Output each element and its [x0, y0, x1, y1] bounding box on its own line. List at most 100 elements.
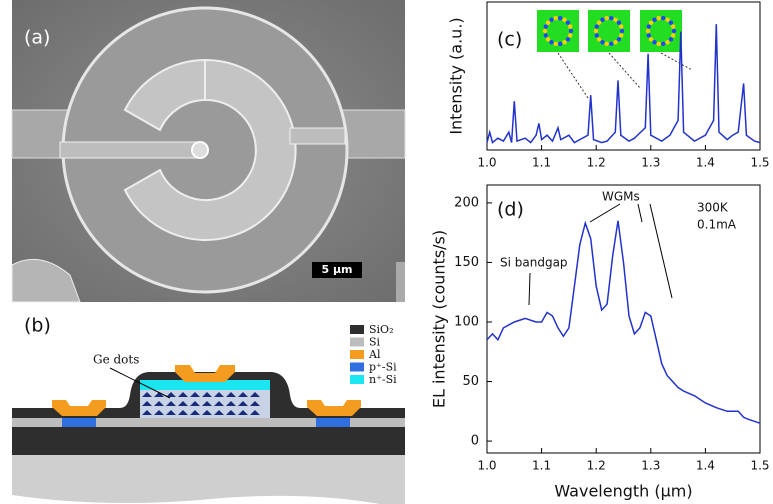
mode-dot	[553, 41, 558, 47]
mode-dot	[665, 40, 670, 45]
x-tick-label: 1.3	[641, 156, 660, 170]
mode-dot	[549, 17, 554, 22]
annotation-arrow	[637, 203, 643, 223]
y-tick-label: 100	[454, 314, 479, 329]
mode-dot	[668, 37, 674, 42]
legend-swatch	[350, 375, 364, 384]
inset-pointer	[608, 52, 641, 89]
spectrum-line	[486, 24, 761, 144]
annotation-arrow	[528, 272, 531, 306]
legend-swatch	[350, 362, 364, 372]
mode-dot	[648, 20, 654, 25]
mode-dot	[593, 28, 599, 34]
mode-dot	[568, 33, 573, 38]
mode-dot	[558, 41, 563, 47]
mode-dot	[652, 40, 657, 45]
mode-dot	[543, 33, 548, 38]
mode-dot	[619, 33, 624, 38]
mode-dot	[661, 15, 666, 21]
x-tick-label: 1.3	[641, 459, 660, 473]
sem-image	[11, 0, 406, 303]
y-tick-label: 150	[454, 255, 479, 270]
x-tick-label: 1.4	[696, 459, 715, 473]
annotation-arrow	[649, 203, 673, 299]
mode-dot	[562, 17, 567, 22]
mode-dot	[648, 37, 654, 42]
plot-frame	[486, 1, 761, 151]
panel-label: (b)	[24, 315, 51, 337]
mode-dot	[545, 20, 551, 25]
x-tick-label: 1.2	[587, 459, 606, 473]
panel-label: (c)	[497, 29, 522, 51]
mode-dot	[616, 37, 622, 42]
mode-dot	[568, 28, 574, 34]
annotation: 300K	[697, 201, 729, 215]
mode-dot	[656, 41, 661, 47]
mode-dot	[671, 28, 677, 34]
scale-bar: 5 μm	[321, 263, 352, 276]
mode-dot	[665, 17, 670, 22]
mode-dot	[646, 24, 651, 29]
spectrum-line	[486, 220, 761, 424]
mode-dot	[549, 40, 554, 45]
x-tick-label: 1.5	[750, 459, 769, 473]
mode-dot	[600, 40, 605, 45]
mode-dot	[543, 24, 548, 29]
mode-dot	[542, 28, 548, 34]
legend-label: SiO₂	[369, 323, 393, 336]
mode-dot	[565, 20, 571, 25]
mode-dot	[671, 24, 676, 29]
mode-dot	[616, 20, 622, 25]
mode-dot	[594, 24, 599, 29]
x-tick-label: 1.0	[477, 156, 496, 170]
mode-dot	[604, 41, 609, 47]
mode-dot	[596, 37, 602, 42]
mode-dot	[646, 33, 651, 38]
mode-dot	[558, 15, 563, 21]
legend-swatch	[350, 350, 364, 359]
y-axis-label: EL intensity (counts/s)	[430, 230, 449, 408]
mode-dot	[596, 20, 602, 25]
legend-label: Al	[368, 348, 381, 361]
charts: 1.0 1.1 1.2 1.3 1.4 1.5 (c) Intensity (a.u.) 1.0…	[430, 1, 770, 501]
annotation: 0.1mA	[697, 218, 737, 232]
mode-dot	[619, 24, 624, 29]
y-tick-label: 0	[471, 434, 479, 449]
panel-label: (a)	[24, 27, 50, 49]
y-tick-label: 50	[462, 374, 479, 389]
x-axis-label: Wavelength (μm)	[554, 482, 692, 501]
legend-label: p⁺-Si	[369, 361, 397, 374]
mode-dot	[600, 17, 605, 22]
x-tick-label: 1.2	[587, 156, 606, 170]
y-tick-label: 200	[454, 195, 479, 210]
inset-pointer	[557, 52, 589, 99]
mode-dot	[568, 24, 573, 29]
device-schematic	[12, 365, 405, 504]
mode-dot	[613, 17, 618, 22]
legend-swatch	[350, 325, 364, 334]
annotation: Ge dots	[93, 353, 139, 367]
x-tick-label: 1.4	[696, 156, 715, 170]
y-axis-label: Intensity (a.u.)	[447, 17, 466, 134]
mode-dot	[545, 37, 551, 42]
mode-dot	[613, 40, 618, 45]
mode-dot	[671, 33, 676, 38]
annotation: WGMs	[602, 190, 640, 204]
mode-dot	[565, 37, 571, 42]
mode-dot	[668, 20, 674, 25]
legend-label: n⁺-Si	[369, 373, 397, 386]
x-tick-label: 1.1	[532, 459, 551, 473]
mode-dot	[661, 41, 666, 47]
mode-dot	[609, 15, 614, 21]
x-tick-label: 1.1	[532, 156, 551, 170]
panel-label: (d)	[497, 199, 524, 221]
inset-pointer	[660, 52, 693, 71]
plot-frame	[486, 184, 761, 454]
mode-dot	[594, 33, 599, 38]
mode-dot	[562, 40, 567, 45]
annotation: Si bandgap	[500, 256, 568, 270]
mode-dot	[553, 15, 558, 21]
x-tick-label: 1.0	[477, 459, 496, 473]
